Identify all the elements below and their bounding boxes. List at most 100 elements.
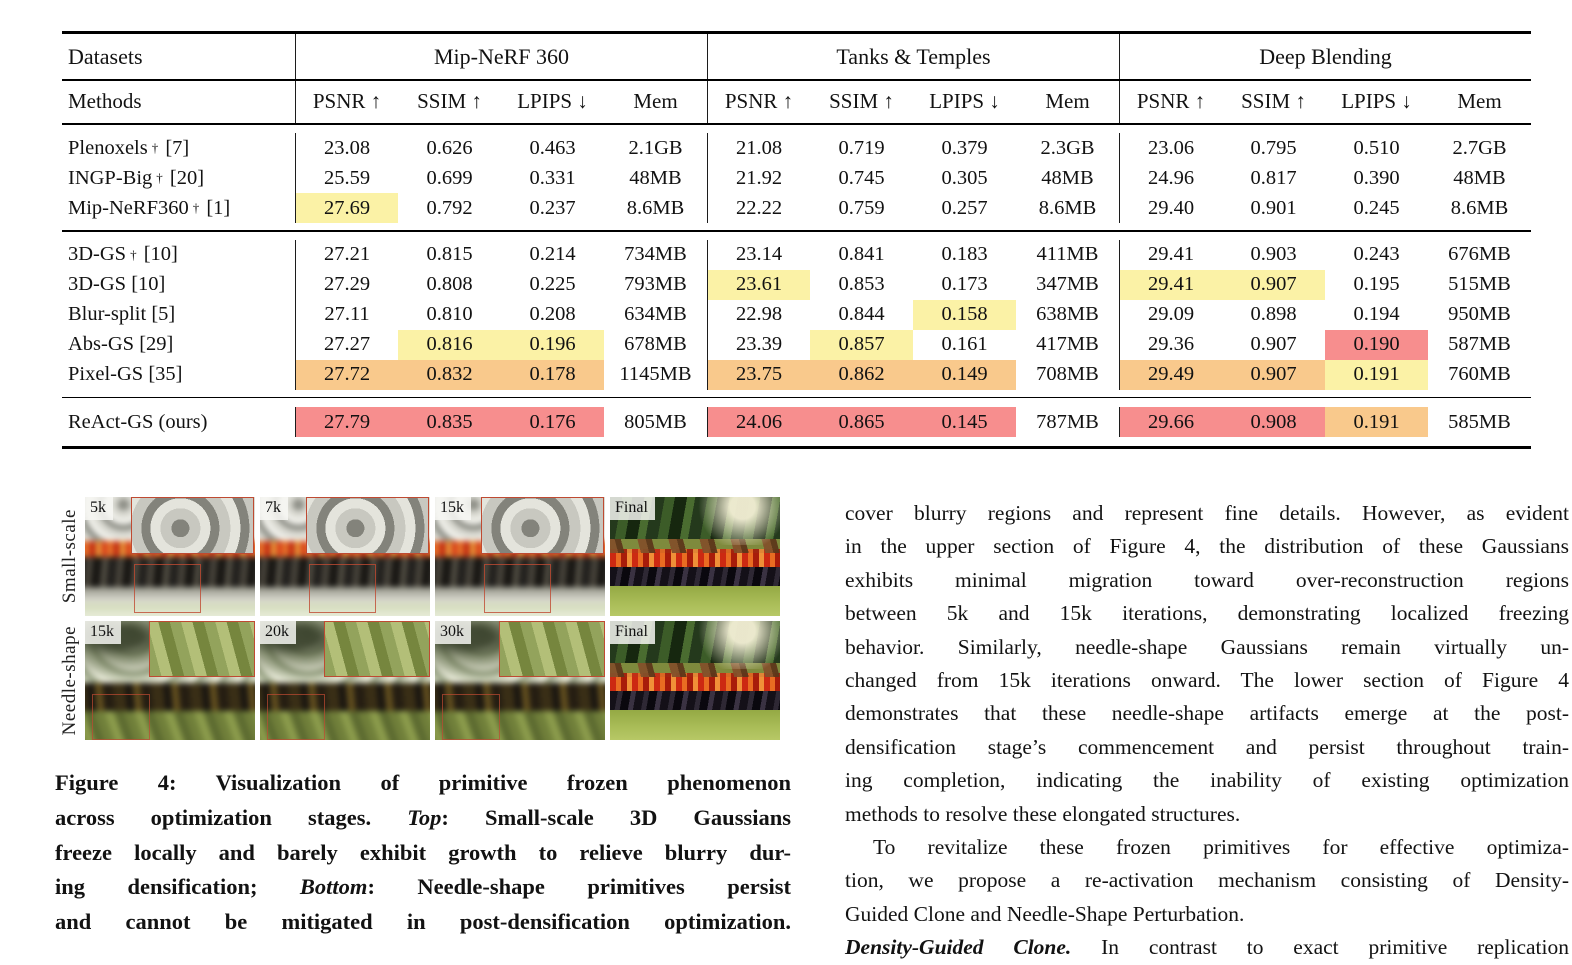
- table-cell: 347MB: [1036, 273, 1099, 295]
- figure-row-label: Needle-shape: [55, 621, 85, 740]
- method-name: INGP-Big † [20]: [68, 166, 205, 189]
- table-cell: 0.795: [1250, 136, 1297, 159]
- dataset-group-header: Deep Blending: [1119, 34, 1531, 79]
- table-cell: 23.14: [707, 239, 810, 270]
- table-cell: 411MB: [1036, 243, 1099, 265]
- table-cell: 24.06: [707, 407, 810, 437]
- zoom-inset: [130, 497, 254, 554]
- table-cell: 708MB: [1036, 363, 1099, 385]
- iteration-label: 15k: [435, 497, 471, 520]
- table-rule: [62, 230, 1531, 232]
- table-cell: 0.176: [501, 407, 604, 437]
- table-cell: 27.79: [295, 407, 398, 437]
- table-row: Blur-split [5] 27.11 0.810 0.208 634MB 22.98 0…: [62, 299, 1531, 330]
- caption-emphasis: Top: [407, 804, 442, 830]
- figure-panels: Small-scale 5k 7k 15k Final Needle-shape 15k 20…: [55, 497, 780, 745]
- table-cell: 29.41: [1119, 269, 1222, 300]
- methods-label: Methods: [68, 89, 142, 113]
- figure-row: Small-scale 5k 7k 15k Final: [55, 497, 780, 616]
- caption-line: Figure 4: Visualization of primitive fro…: [55, 766, 791, 801]
- body-text-line: behavior. Similarly, needle-shape Gaussi…: [845, 634, 1569, 659]
- method-name: Abs-GS [29]: [62, 330, 295, 360]
- body-text-line: demonstrates that these needle-shape art…: [845, 701, 1569, 726]
- metric-header: PSNR ↑: [295, 80, 398, 123]
- table-cell: 0.245: [1353, 196, 1400, 219]
- table-rule: [62, 446, 1531, 449]
- table-cell: 48MB: [629, 166, 682, 189]
- table-cell: 0.907: [1250, 333, 1297, 355]
- table-cell: 0.865: [810, 407, 913, 437]
- zoom-inset: [149, 621, 255, 677]
- table-cell: 23.08: [295, 133, 398, 163]
- highlight-outline-box: [441, 693, 500, 740]
- table-cell: 29.66: [1119, 407, 1222, 437]
- table-cell: 8.6MB: [626, 196, 685, 219]
- body-text-line: To revitalize these frozen primitives fo…: [873, 835, 1569, 860]
- table-cell: 0.510: [1353, 136, 1400, 159]
- table-cell: 29.09: [1119, 299, 1222, 330]
- figure-panel-15k: 15k: [435, 497, 605, 616]
- body-text-line: tion, we propose a re-activation mechani…: [845, 868, 1569, 893]
- metric-header: Mem: [1457, 89, 1502, 113]
- table-cell: 0.841: [838, 243, 885, 265]
- table-cell: 0.832: [398, 359, 501, 390]
- table-cell: 587MB: [1448, 333, 1511, 355]
- dataset-group-header: Mip-NeRF 360: [295, 34, 707, 79]
- figure-panel-15k: 15k: [85, 621, 255, 740]
- caption-line: and cannot be mitigated in post-densific…: [55, 905, 791, 940]
- body-text-line: densification stage’s commencement and p…: [845, 734, 1569, 759]
- table-cell: 23.61: [707, 269, 810, 300]
- method-name: Pixel-GS [35]: [62, 360, 295, 390]
- highlight-outline-box: [309, 563, 376, 614]
- highlight-outline-box: [484, 563, 551, 614]
- zoom-inset: [499, 621, 605, 677]
- table-cell: 0.145: [913, 407, 1016, 437]
- caption-text: freeze locally and barely exhibit growth…: [55, 839, 791, 865]
- table-cell: 27.29: [295, 269, 398, 300]
- body-text-line: between 5k and 15k iterations, demonstra…: [845, 601, 1569, 626]
- table-rule: [62, 122, 1531, 125]
- table-cell: 805MB: [624, 410, 687, 433]
- highlight-outline-box: [266, 693, 325, 740]
- table-cell: 760MB: [1448, 363, 1511, 385]
- table-cell: 22.98: [707, 299, 810, 330]
- table-cell: 793MB: [624, 273, 687, 295]
- metric-header: Mem: [633, 89, 678, 113]
- table-cell: 0.907: [1222, 269, 1325, 300]
- table-cell: 29.41: [1119, 239, 1222, 270]
- table-cell: 0.907: [1222, 359, 1325, 390]
- table-cell: 0.149: [913, 359, 1016, 390]
- table-cell: 0.903: [1250, 243, 1297, 265]
- table-cell: 585MB: [1448, 410, 1511, 433]
- figure-panel-20k: 20k: [260, 621, 430, 740]
- table-cell: 634MB: [624, 303, 687, 325]
- method-name-text: 3D-GS: [68, 273, 127, 295]
- table-header-metrics-row: Methods PSNR ↑ SSIM ↑ LPIPS ↓ Mem PSNR ↑ SSIM …: [62, 80, 1531, 123]
- table-cell: 678MB: [624, 333, 687, 355]
- table-cell: 21.92: [707, 163, 810, 193]
- table-cell: 0.191: [1325, 359, 1428, 390]
- dataset-group-header: Tanks & Temples: [707, 34, 1119, 79]
- table-cell: 0.862: [810, 359, 913, 390]
- metric-header: SSIM ↑: [417, 89, 482, 113]
- body-text-line: changed from 15k iterations onward. The …: [845, 668, 1569, 693]
- method-reference: [10]: [138, 243, 178, 265]
- table-row: ReAct-GS (ours) 27.79 0.835 0.176 805MB 24.06…: [62, 407, 1531, 437]
- table-cell: 0.173: [941, 273, 988, 295]
- method-name: Plenoxels † [7]: [68, 136, 190, 159]
- table-cell: 2.3GB: [1040, 136, 1095, 159]
- figure-caption: Figure 4: Visualization of primitive fro…: [55, 766, 791, 940]
- body-text-line: in the upper section of Figure 4, the di…: [845, 534, 1569, 559]
- table-cell: 23.39: [707, 329, 810, 360]
- metric-header: LPIPS ↓: [517, 89, 588, 113]
- caption-text: across optimization stages.: [55, 804, 408, 830]
- table-cell: 0.463: [529, 136, 576, 159]
- table-cell: 27.69: [295, 193, 398, 223]
- caption-line: across optimization stages. Top: Small-s…: [55, 801, 791, 836]
- zoom-inset: [324, 621, 430, 677]
- method-reference: [20]: [164, 166, 205, 189]
- table-cell: 29.36: [1119, 329, 1222, 360]
- table-cell: 21.08: [707, 133, 810, 163]
- table-cell: 0.817: [1250, 166, 1297, 189]
- method-name-text: INGP-Big: [68, 166, 153, 189]
